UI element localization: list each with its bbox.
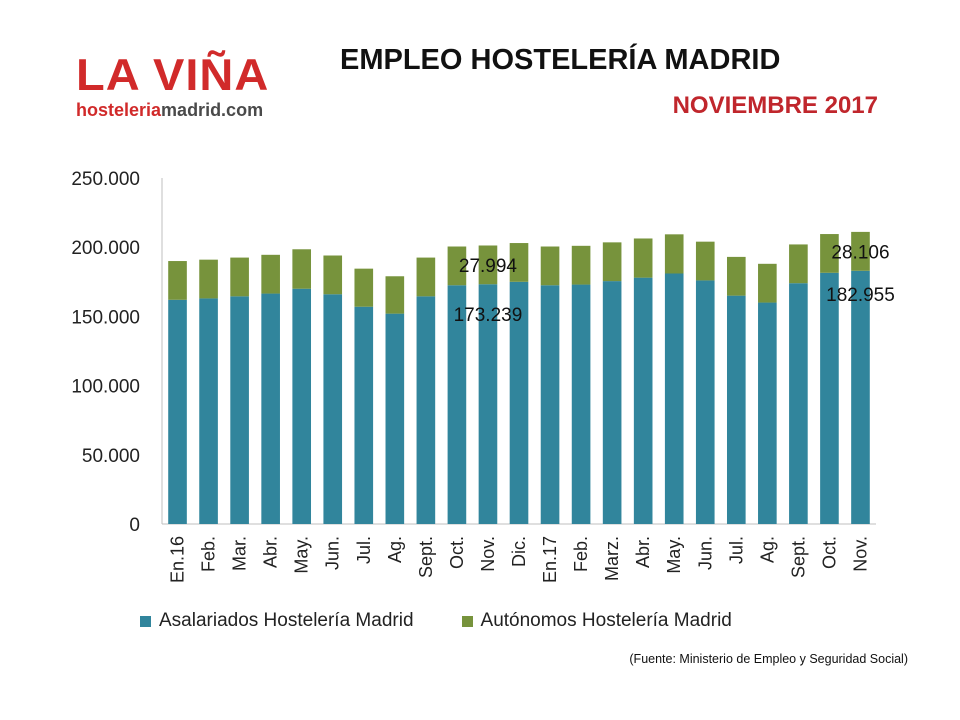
legend-label-asalariados: Asalariados Hostelería Madrid: [159, 610, 414, 631]
y-tick-label: 50.000: [82, 446, 140, 467]
data-label: 182.955: [826, 285, 895, 306]
bar-autonomos: [726, 256, 746, 296]
bar-asalariados: [726, 295, 746, 524]
x-tick-label: Ag.: [757, 536, 777, 563]
source-note: (Fuente: Ministerio de Empleo y Segurida…: [629, 652, 908, 666]
x-tick-label: Nov.: [478, 536, 498, 572]
bar-autonomos: [385, 276, 405, 314]
bar-asalariados: [602, 281, 622, 524]
bar-autonomos: [851, 231, 870, 271]
x-tick-label: Abr.: [633, 536, 653, 568]
bar-asalariados: [416, 296, 436, 524]
x-tick-label: Sept.: [788, 536, 808, 578]
bar-autonomos: [199, 259, 218, 299]
bar-asalariados: [168, 299, 187, 524]
y-tick-label: 100.000: [71, 377, 140, 398]
y-tick-label: 150.000: [71, 307, 140, 328]
x-tick-label: En.16: [168, 536, 188, 583]
bar-autonomos: [758, 263, 777, 303]
legend-item-autonomos: Autónomos Hostelería Madrid: [461, 610, 732, 632]
bar-autonomos: [789, 244, 808, 284]
y-tick-label: 200.000: [71, 238, 140, 259]
x-tick-label: May.: [292, 536, 312, 574]
bar-asalariados: [758, 302, 777, 524]
y-tick-label: 250.000: [71, 169, 140, 190]
bar-autonomos: [230, 257, 249, 297]
x-tick-label: Sept.: [416, 536, 436, 578]
x-tick-label: Nov.: [850, 536, 870, 572]
y-tick-label: 0: [129, 515, 140, 536]
x-tick-label: En.17: [540, 536, 560, 583]
data-label: 28.106: [831, 242, 889, 263]
bar-asalariados: [540, 285, 560, 524]
bar-asalariados: [478, 284, 498, 524]
bar-autonomos: [261, 254, 280, 294]
x-tick-label: Mar.: [230, 536, 250, 571]
logo-sub-part-a: hosteleria: [76, 100, 162, 120]
bar-autonomos: [354, 268, 374, 307]
x-tick-label: Oct.: [819, 536, 839, 569]
bar-autonomos: [602, 242, 622, 282]
bar-asalariados: [509, 281, 529, 524]
bar-autonomos: [633, 238, 653, 278]
bar-asalariados: [292, 288, 312, 524]
x-tick-label: Feb.: [571, 536, 591, 572]
legend-swatch-asalariados: [140, 615, 151, 627]
bar-asalariados: [447, 285, 467, 524]
x-tick-label: May.: [664, 536, 684, 574]
bar-asalariados: [323, 294, 343, 524]
legend: Asalariados Hostelería Madrid Autónomos …: [140, 610, 732, 632]
bar-autonomos: [292, 249, 312, 289]
bar-asalariados: [851, 270, 870, 524]
legend-swatch-autonomos: [461, 615, 473, 627]
bar-asalariados: [385, 313, 405, 524]
bar-autonomos: [540, 246, 560, 286]
x-tick-label: Jul.: [726, 536, 746, 564]
bar-asalariados: [664, 273, 684, 524]
bar-autonomos: [571, 245, 591, 285]
bar-asalariados: [695, 280, 715, 524]
x-tick-label: Jun.: [323, 536, 343, 570]
bar-asalariados: [820, 272, 839, 524]
bar-autonomos: [323, 255, 343, 295]
x-tick-label: Marz.: [602, 536, 622, 581]
logo-main-text: LA VIÑA: [76, 49, 270, 100]
x-tick-label: Jul.: [354, 536, 374, 564]
bar-asalariados: [354, 306, 374, 524]
x-tick-label: Feb.: [199, 536, 219, 572]
bar-asalariados: [571, 284, 591, 524]
bar-autonomos: [416, 257, 436, 297]
legend-label-autonomos: Autónomos Hostelería Madrid: [480, 610, 732, 631]
x-tick-label: Abr.: [261, 536, 281, 568]
x-tick-label: Dic.: [509, 536, 529, 567]
stacked-bar-chart: 0 50.000 100.000 150.000 200.000 250.000 En.16…: [71, 169, 895, 583]
chart-title: EMPLEO HOSTELERÍA MADRID: [340, 44, 781, 76]
logo-sub-text: hosteleriamadrid.com: [76, 101, 306, 119]
bar-autonomos: [478, 245, 498, 285]
bar-autonomos: [168, 261, 187, 300]
legend-item-asalariados: Asalariados Hostelería Madrid: [140, 610, 414, 632]
bar-autonomos: [695, 241, 715, 281]
x-tick-label: Oct.: [447, 536, 467, 569]
bar-asalariados: [261, 293, 280, 524]
bar-asalariados: [230, 296, 249, 524]
bar-asalariados: [789, 283, 808, 524]
logo: LA VIÑA hosteleriamadrid.com: [76, 52, 306, 119]
x-tick-label: Jun.: [695, 536, 715, 570]
x-tick-label: Ag.: [385, 536, 405, 563]
bar-autonomos: [509, 243, 529, 282]
bar-autonomos: [664, 234, 684, 274]
bar-autonomos: [447, 246, 467, 286]
chart-subtitle: NOVIEMBRE 2017: [672, 92, 878, 119]
bar-asalariados: [199, 298, 218, 524]
data-label: 27.994: [459, 256, 518, 277]
bar-asalariados: [633, 277, 653, 524]
data-label: 173.239: [454, 305, 523, 326]
bar-autonomos: [820, 234, 839, 273]
logo-sub-part-b: madrid.com: [161, 100, 264, 120]
